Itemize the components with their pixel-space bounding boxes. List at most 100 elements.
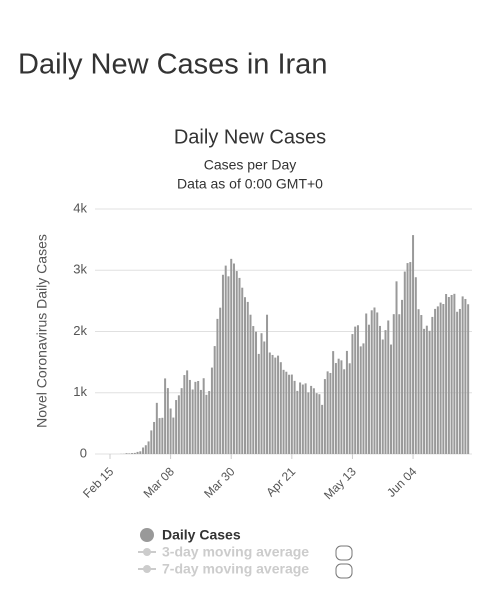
bar (378, 325, 381, 454)
bar (125, 453, 128, 454)
bar (332, 351, 335, 454)
bar (365, 313, 368, 454)
bar (439, 302, 442, 454)
bar (279, 362, 282, 454)
bar (266, 314, 269, 454)
bar (425, 325, 428, 454)
bar (381, 339, 384, 454)
bar (296, 390, 299, 454)
bar (257, 353, 260, 454)
bar (136, 451, 139, 454)
bar (423, 328, 426, 454)
bar (263, 341, 266, 454)
bar (461, 296, 464, 454)
bar (403, 271, 406, 454)
bar (147, 441, 150, 454)
bar (221, 274, 224, 454)
x-tick-label: Mar 08 (141, 464, 178, 501)
bar (243, 297, 246, 454)
bar (177, 395, 180, 454)
chart-title: Daily New Cases (174, 126, 326, 148)
bar (153, 421, 156, 454)
toggle-icon[interactable] (335, 545, 353, 561)
bar (150, 430, 153, 454)
bar (208, 391, 211, 454)
bar (445, 294, 448, 454)
bar (227, 276, 230, 454)
bar (412, 235, 415, 454)
legend-label[interactable]: 3-day moving average (162, 544, 309, 560)
bar (139, 451, 142, 454)
bar (290, 374, 293, 454)
toggle-icon[interactable] (335, 563, 353, 579)
y-tick-label: 2k (73, 323, 87, 338)
bar (205, 394, 208, 454)
bar (271, 354, 274, 454)
bar (155, 402, 158, 454)
bar (442, 303, 445, 454)
bar (161, 417, 164, 454)
bar (398, 314, 401, 454)
bar (359, 346, 362, 454)
bar (321, 404, 324, 454)
legend-label[interactable]: Daily Cases (162, 527, 241, 543)
bar (458, 308, 461, 454)
bar (144, 445, 147, 454)
bar (282, 369, 285, 454)
bar (164, 378, 167, 454)
bar (188, 379, 191, 454)
bar (158, 418, 161, 454)
bar (194, 381, 197, 454)
bar (351, 334, 354, 454)
bar (268, 352, 271, 454)
bar (197, 380, 200, 454)
bar (431, 316, 434, 454)
bar (417, 309, 420, 454)
bar (241, 287, 244, 454)
bar (356, 325, 359, 454)
bar (420, 315, 423, 454)
legend-marker[interactable] (140, 528, 154, 542)
bar (142, 447, 145, 454)
x-tick-label: May 13 (321, 464, 359, 502)
bar (199, 389, 202, 454)
bar (453, 293, 456, 454)
bar (373, 307, 376, 454)
bar (230, 258, 233, 454)
x-tick-label: Jun 04 (384, 464, 420, 500)
bar (252, 326, 255, 454)
bar (447, 297, 450, 454)
bar (406, 263, 409, 454)
page-title: Daily New Cases in Iran (18, 49, 327, 81)
bar (216, 318, 219, 454)
bar (274, 357, 277, 454)
bar (456, 311, 459, 454)
bar (183, 375, 186, 454)
bar (224, 265, 227, 454)
bar (202, 378, 205, 454)
bar (128, 453, 131, 454)
bar (249, 314, 252, 454)
x-tick-label: Mar 30 (201, 464, 238, 501)
bar (337, 358, 340, 454)
bar (210, 367, 213, 454)
bar (299, 382, 302, 454)
bar (133, 452, 136, 454)
bar (392, 314, 395, 454)
x-tick-label: Feb 15 (80, 464, 117, 501)
bar (340, 360, 343, 454)
x-tick-label: Apr 21 (263, 464, 298, 499)
bar (304, 383, 307, 454)
bar (191, 389, 194, 454)
bar (395, 281, 398, 454)
bar (370, 310, 373, 454)
legend-marker[interactable] (143, 548, 151, 556)
bar (232, 263, 235, 454)
bar (326, 371, 329, 454)
bar (450, 294, 453, 454)
legend-label[interactable]: 7-day moving average (162, 561, 309, 577)
bar (246, 301, 249, 454)
legend-marker[interactable] (143, 565, 151, 573)
bar (428, 330, 431, 454)
bar (414, 277, 417, 454)
